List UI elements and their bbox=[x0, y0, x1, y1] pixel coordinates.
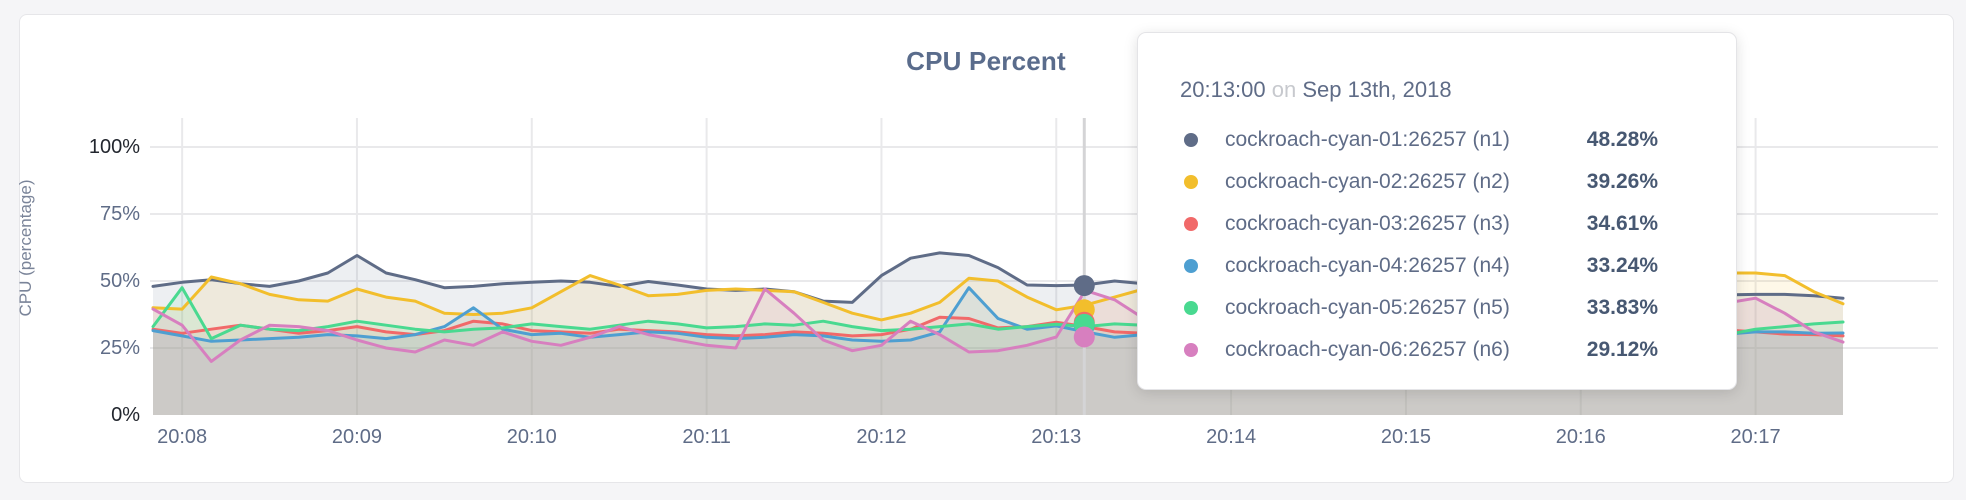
tooltip-conjunction: on bbox=[1271, 77, 1297, 102]
x-tick-label: 20:14 bbox=[1206, 426, 1257, 448]
tooltip-series-value: 33.24% bbox=[1586, 254, 1658, 277]
y-tick-label: 100% bbox=[88, 136, 140, 158]
tooltip-series-value: 39.26% bbox=[1586, 170, 1658, 193]
series-color-dot-icon bbox=[1184, 259, 1198, 273]
x-tick-label: 20:17 bbox=[1730, 426, 1781, 448]
tooltip-series-name: cockroach-cyan-04:26257 (n4) bbox=[1225, 254, 1510, 277]
x-tick-label: 20:12 bbox=[856, 426, 907, 448]
tooltip-row: cockroach-cyan-06:26257 (n6) 29.12% bbox=[1180, 329, 1720, 371]
tooltip-header: 20:13:00 on Sep 13th, 2018 bbox=[1180, 77, 1736, 103]
x-tick-label: 20:09 bbox=[331, 426, 382, 448]
tooltip-time: 20:13:00 bbox=[1180, 77, 1266, 102]
x-tick-label: 20:10 bbox=[506, 426, 557, 448]
series-color-dot-icon bbox=[1184, 217, 1198, 231]
tooltip-series-value: 29.12% bbox=[1586, 338, 1658, 361]
y-tick-label: 0% bbox=[111, 404, 140, 426]
series-color-dot-icon bbox=[1184, 175, 1198, 189]
series-color-dot-icon bbox=[1184, 301, 1198, 315]
y-axis-label: CPU (percentage) bbox=[16, 179, 35, 317]
y-tick-label: 50% bbox=[99, 270, 140, 292]
tooltip-series-name: cockroach-cyan-05:26257 (n5) bbox=[1225, 296, 1510, 319]
tooltip-series-name: cockroach-cyan-06:26257 (n6) bbox=[1225, 338, 1510, 361]
hover-tooltip: 20:13:00 on Sep 13th, 2018 cockroach-cya… bbox=[1137, 32, 1737, 390]
tooltip-row: cockroach-cyan-01:26257 (n1) 48.28% bbox=[1180, 119, 1720, 161]
tooltip-series-name: cockroach-cyan-02:26257 (n2) bbox=[1225, 170, 1510, 193]
tooltip-series-value: 33.83% bbox=[1586, 296, 1658, 319]
tooltip-row: cockroach-cyan-02:26257 (n2) 39.26% bbox=[1180, 161, 1720, 203]
series-color-dot-icon bbox=[1184, 133, 1198, 147]
y-tick-label: 25% bbox=[99, 337, 140, 359]
y-tick-label: 75% bbox=[99, 203, 140, 225]
tooltip-row: cockroach-cyan-05:26257 (n5) 33.83% bbox=[1180, 287, 1720, 329]
hover-dot-n1 bbox=[1073, 275, 1095, 297]
tooltip-series-name: cockroach-cyan-03:26257 (n3) bbox=[1225, 212, 1510, 235]
tooltip-date: Sep 13th, 2018 bbox=[1302, 77, 1452, 102]
x-tick-label: 20:15 bbox=[1380, 426, 1431, 448]
x-tick-label: 20:16 bbox=[1555, 426, 1606, 448]
series-color-dot-icon bbox=[1184, 343, 1198, 357]
tooltip-row: cockroach-cyan-03:26257 (n3) 34.61% bbox=[1180, 203, 1720, 245]
x-tick-label: 20:11 bbox=[682, 426, 731, 448]
tooltip-series-value: 34.61% bbox=[1586, 212, 1658, 235]
tooltip-row: cockroach-cyan-04:26257 (n4) 33.24% bbox=[1180, 245, 1720, 287]
x-tick-label: 20:13 bbox=[1031, 426, 1082, 448]
tooltip-rows: cockroach-cyan-01:26257 (n1) 48.28% cockro… bbox=[1180, 119, 1736, 371]
tooltip-series-value: 48.28% bbox=[1586, 128, 1658, 151]
hover-dot-n6 bbox=[1073, 326, 1095, 348]
chart-title: CPU Percent bbox=[906, 46, 1066, 76]
tooltip-series-name: cockroach-cyan-01:26257 (n1) bbox=[1225, 128, 1510, 151]
x-tick-label: 20:08 bbox=[157, 426, 208, 448]
